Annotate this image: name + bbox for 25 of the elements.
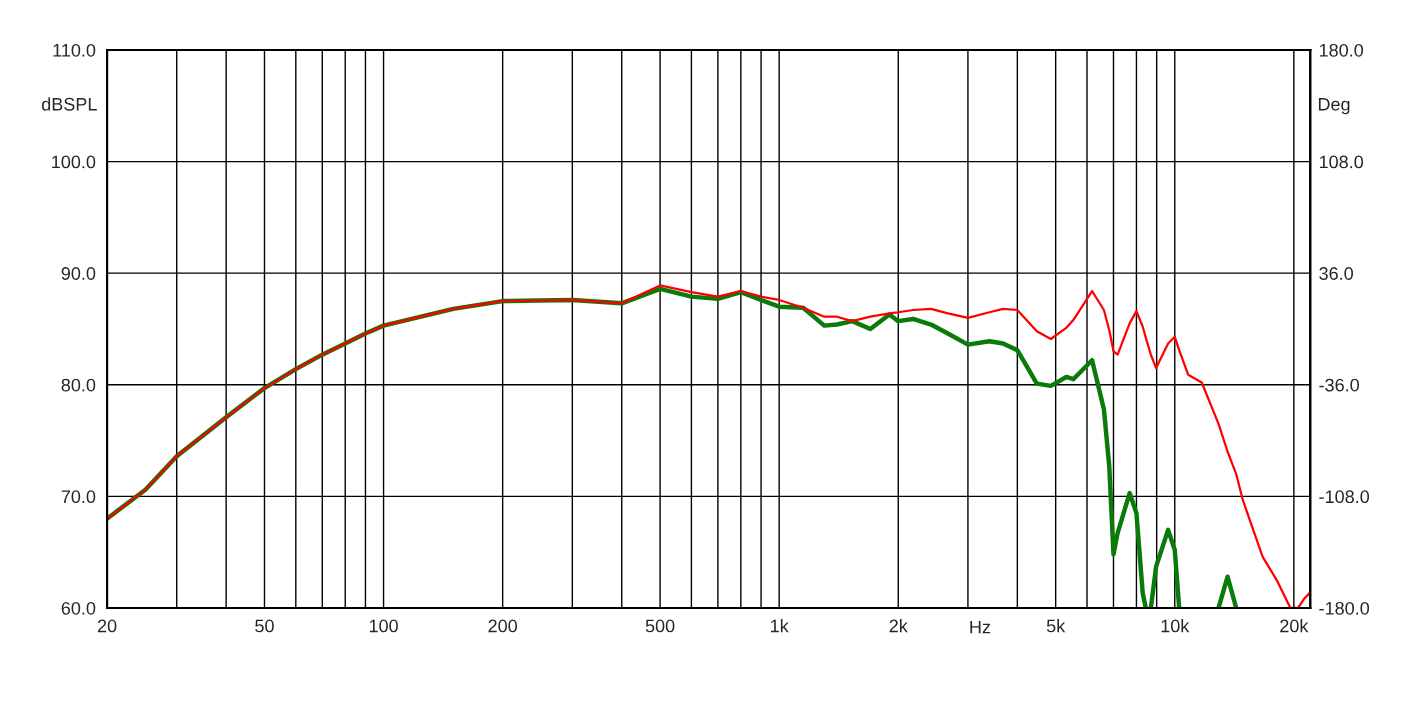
y2-axis-title: Deg bbox=[1318, 98, 1350, 115]
x-tick-label: 500 bbox=[645, 619, 675, 633]
x-tick-label: 1k bbox=[771, 619, 789, 633]
y2-tick-label: -108.0 bbox=[1319, 490, 1370, 504]
y-tick-label: 70.0 bbox=[61, 490, 96, 504]
y2-tick-label: -36.0 bbox=[1319, 378, 1360, 392]
x-tick-label: 50 bbox=[255, 619, 274, 633]
x-tick-label: 20k bbox=[1280, 619, 1309, 633]
y2-tick-label: -180.0 bbox=[1319, 601, 1370, 615]
x-tick-label: 5k bbox=[1046, 619, 1066, 633]
x-tick-label: 20 bbox=[97, 619, 117, 633]
y2-tick-label: 180.0 bbox=[1319, 43, 1364, 57]
y-axis-title: dBSPL bbox=[41, 97, 97, 111]
x-tick-label: 200 bbox=[488, 619, 518, 633]
y-tick-label: 110.0 bbox=[53, 43, 96, 57]
y2-tick-label: 108.0 bbox=[1319, 155, 1364, 169]
x-tick-label: 100 bbox=[369, 619, 398, 633]
x-tick-label: 2k bbox=[889, 619, 908, 633]
y-tick-label: 60.0 bbox=[61, 601, 96, 615]
y-tick-label: 80.0 bbox=[61, 378, 96, 392]
x-axis-title: Hz bbox=[970, 620, 991, 634]
y-tick-label: 90.0 bbox=[61, 267, 96, 280]
x-tick-label: 10k bbox=[1161, 619, 1190, 633]
y-tick-label: 100.0 bbox=[52, 155, 96, 169]
y2-tick-label: 36.0 bbox=[1319, 267, 1353, 280]
